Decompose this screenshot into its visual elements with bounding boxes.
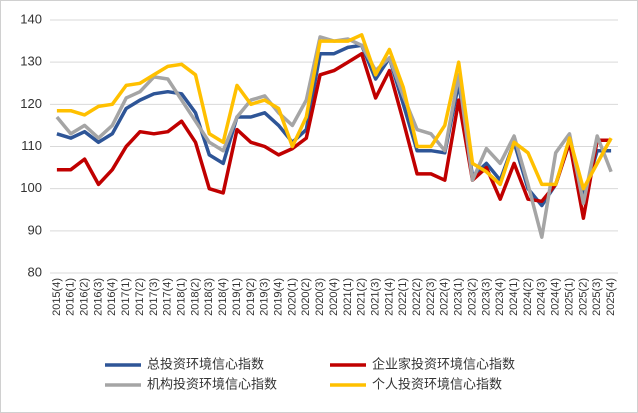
x-tick-label: 2022(4): [439, 278, 451, 316]
series-line: [56, 51, 612, 220]
y-tick-label: 100: [20, 180, 42, 195]
legend-label: 总投资环境信心指数: [147, 356, 264, 371]
x-tick-label: 2023(3): [480, 278, 492, 316]
x-tick-label: 2025(3): [591, 278, 603, 316]
x-tick-label: 2025(2): [577, 278, 589, 316]
x-tick-label: 2022(2): [411, 278, 423, 316]
y-tick-label: 120: [20, 96, 42, 111]
series-line: [56, 33, 613, 191]
x-tick-label: 2019(4): [272, 278, 284, 316]
legend-label: 机构投资环境信心指数: [147, 376, 277, 391]
x-tick-label: 2022(3): [425, 278, 437, 316]
y-tick-label: 140: [20, 11, 42, 26]
x-tick-label: 2018(1): [176, 278, 188, 316]
x-tick-label: 2020(3): [314, 278, 326, 316]
x-tick-label: 2018(2): [189, 278, 201, 316]
x-tick-label: 2019(1): [231, 278, 243, 316]
x-tick-label: 2016(2): [79, 278, 91, 316]
x-tick-label: 2023(1): [453, 278, 465, 316]
x-tick-label: 2020(1): [286, 278, 298, 316]
x-tick-label: 2016(3): [92, 278, 104, 316]
x-tick-label: 2025(1): [563, 278, 575, 316]
x-tick-label: 2016(4): [106, 278, 118, 316]
y-tick-label: 80: [28, 264, 42, 279]
x-tick-label: 2024(3): [536, 278, 548, 316]
x-tick-label: 2019(3): [259, 278, 271, 316]
y-tick-label: 130: [20, 54, 42, 69]
x-tick-label: 2021(4): [383, 278, 395, 316]
x-tick-label: 2023(2): [466, 278, 478, 316]
x-tick-label: 2021(3): [369, 278, 381, 316]
x-tick-label: 2017(4): [162, 278, 174, 316]
x-tick-label: 2023(4): [494, 278, 506, 316]
y-tick-label: 110: [21, 138, 42, 153]
x-tick-label: 2020(2): [300, 278, 312, 316]
x-tick-label: 2022(1): [397, 278, 409, 316]
x-tick-label: 2016(1): [65, 278, 77, 316]
x-tick-label: 2024(2): [522, 278, 534, 316]
x-tick-label: 2018(4): [217, 278, 229, 316]
y-tick-label: 90: [28, 222, 42, 237]
x-tick-label: 2020(4): [328, 278, 340, 316]
legend-label: 企业家投资环境信心指数: [372, 356, 515, 371]
legend-label: 个人投资环境信心指数: [372, 376, 502, 391]
x-tick-label: 2018(3): [203, 278, 215, 316]
x-tick-label: 2021(1): [342, 278, 354, 316]
x-tick-label: 2017(2): [134, 278, 146, 316]
x-tick-label: 2017(3): [148, 278, 160, 316]
x-tick-label: 2025(4): [605, 278, 617, 316]
x-tick-label: 2019(2): [245, 278, 257, 316]
x-tick-label: 2021(2): [356, 278, 368, 316]
x-tick-label: 2015(4): [51, 278, 63, 316]
x-tick-label: 2024(4): [550, 278, 562, 316]
x-tick-label: 2024(1): [508, 278, 520, 316]
x-tick-label: 2017(1): [120, 278, 132, 316]
